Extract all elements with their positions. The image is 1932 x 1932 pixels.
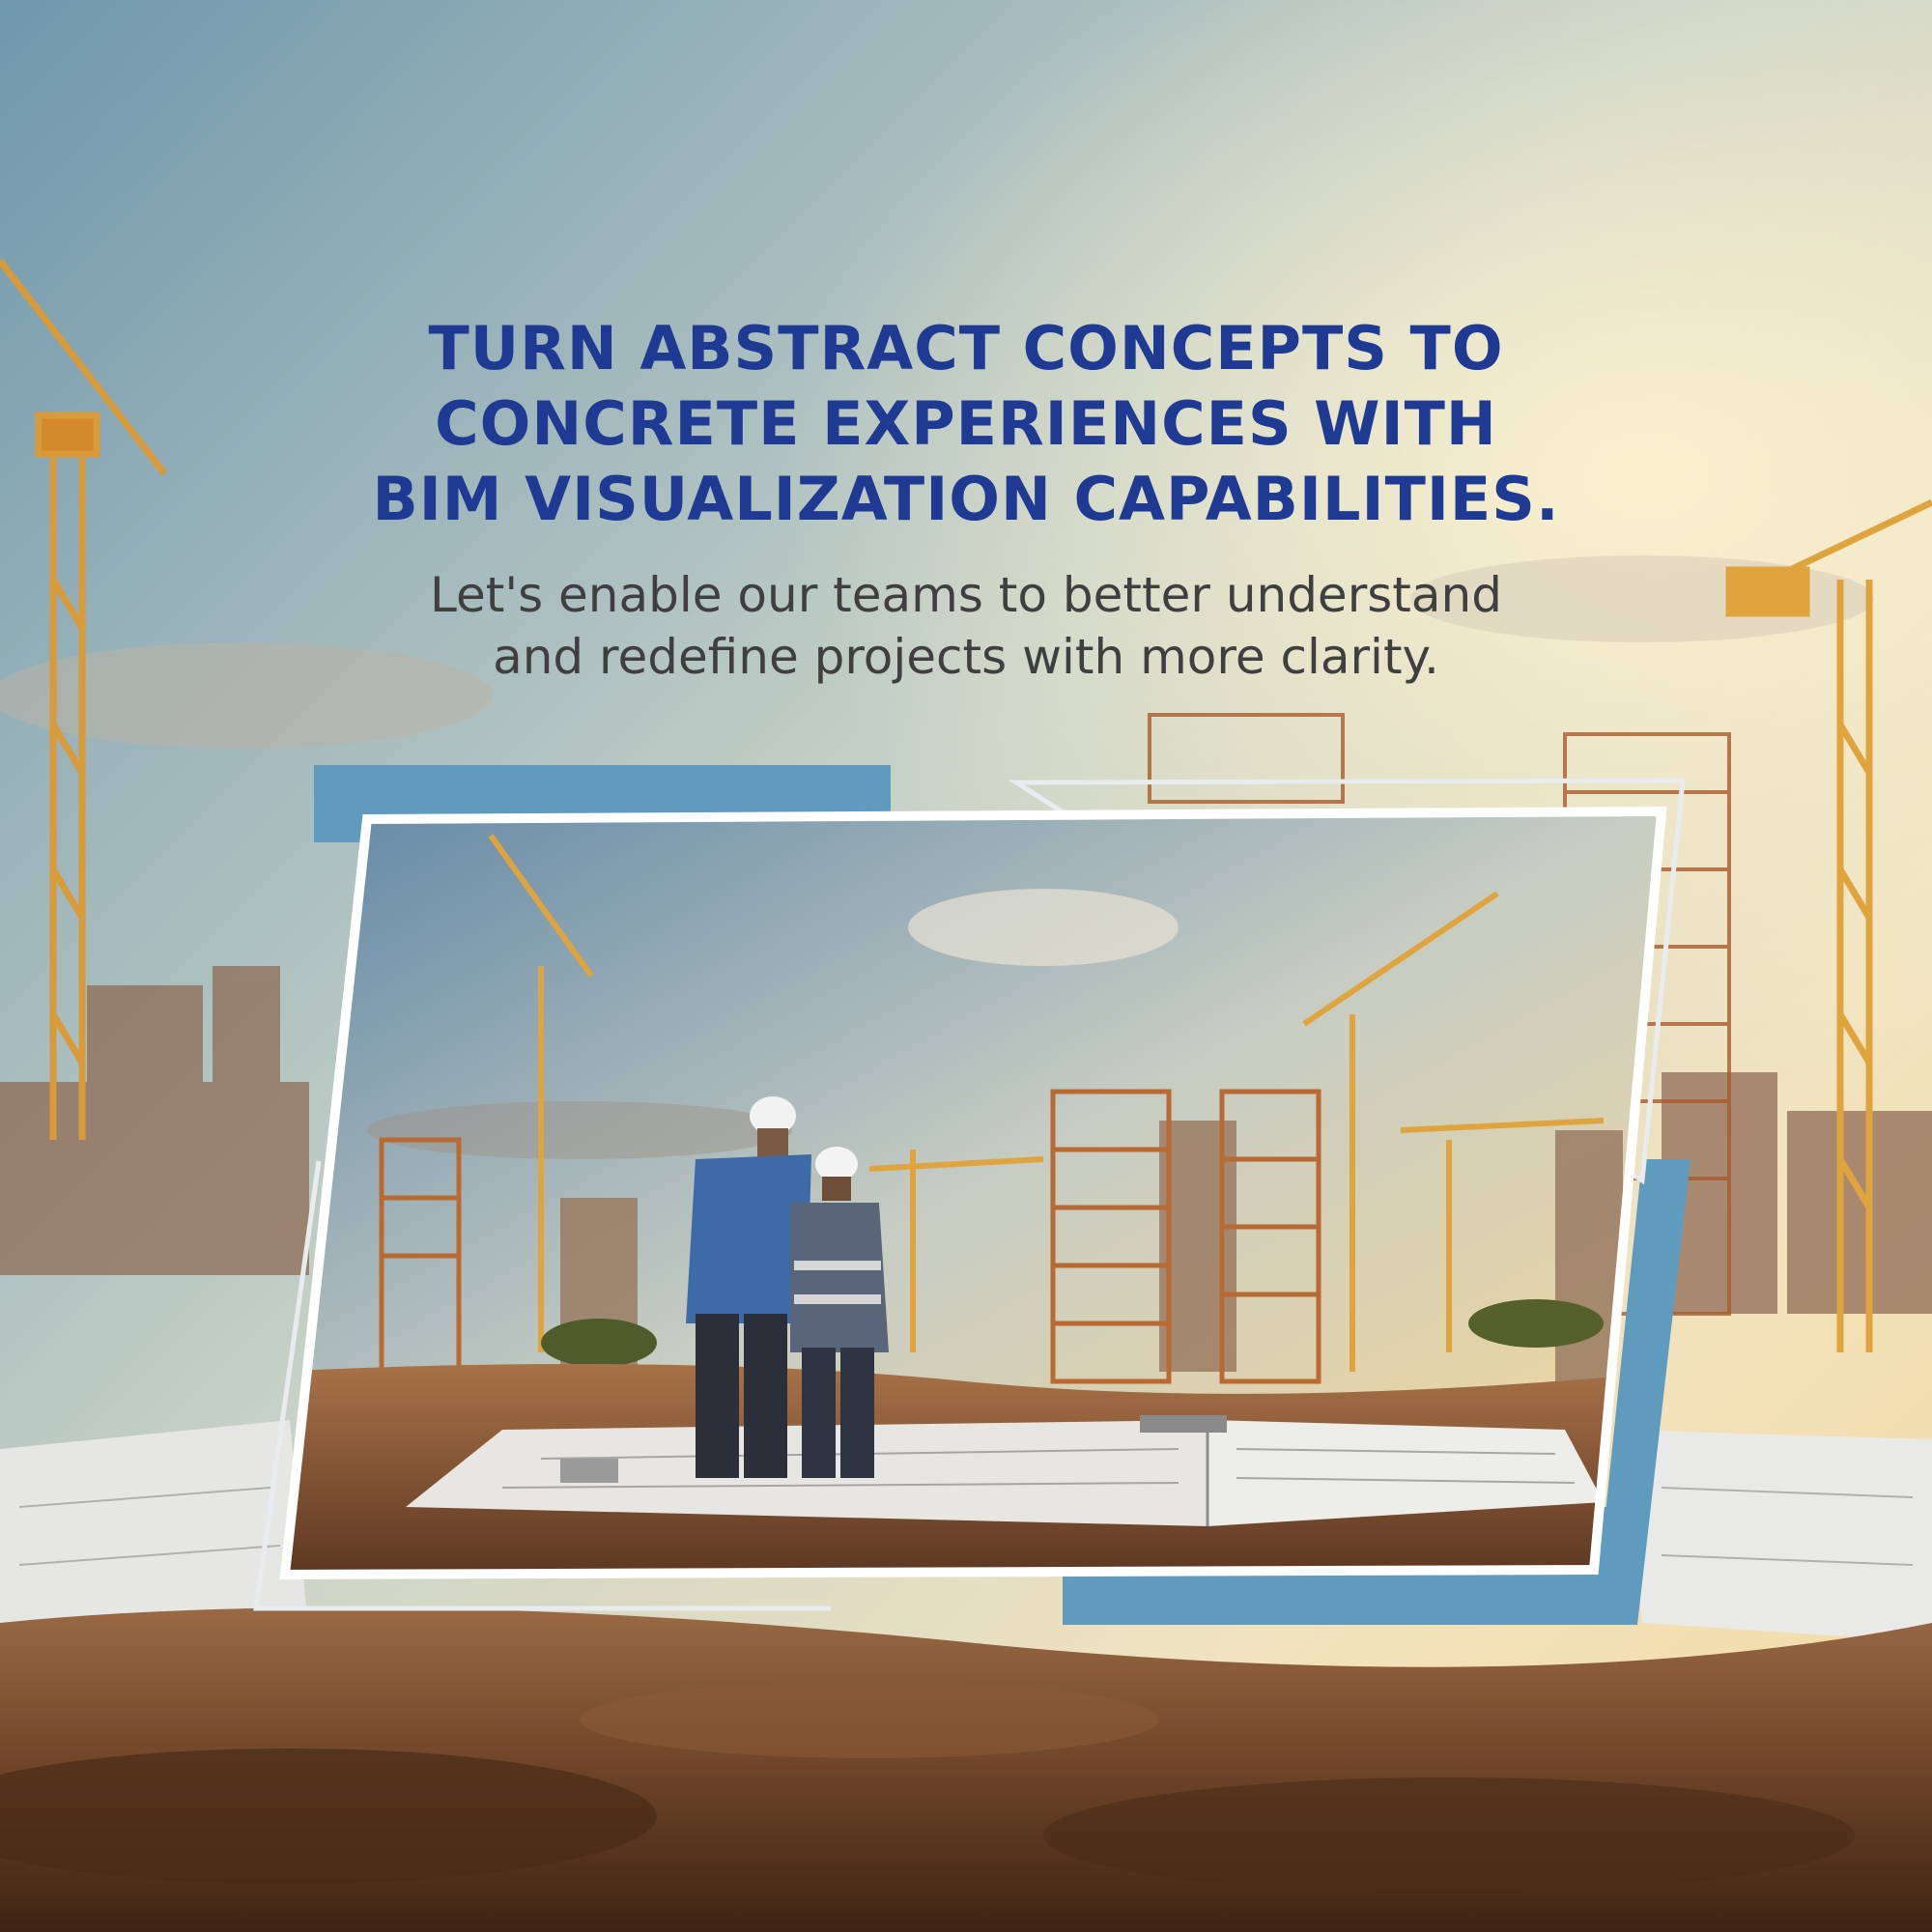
- blueprint-book-icon: [406, 1415, 1604, 1526]
- subheadline: Let's enable our teams to better underst…: [290, 564, 1642, 688]
- subheadline-line: and redefine projects with more clarity.: [493, 629, 1439, 685]
- headline-line: TURN ABSTRACT CONCEPTS TO: [428, 313, 1504, 384]
- engineer-figure-icon: [686, 1096, 889, 1478]
- tower-crane-icon: [0, 258, 167, 1140]
- headline-line: CONCRETE EXPERIENCES WITH: [435, 388, 1497, 459]
- headline-line: BIM VISUALIZATION CAPABILITIES.: [372, 464, 1560, 534]
- accent-panel-right: [1594, 1159, 1690, 1625]
- headline: TURN ABSTRACT CONCEPTS TO CONCRETE EXPER…: [290, 311, 1642, 537]
- subheadline-line: Let's enable our teams to better underst…: [430, 567, 1502, 623]
- photo-frame: [279, 806, 1667, 1580]
